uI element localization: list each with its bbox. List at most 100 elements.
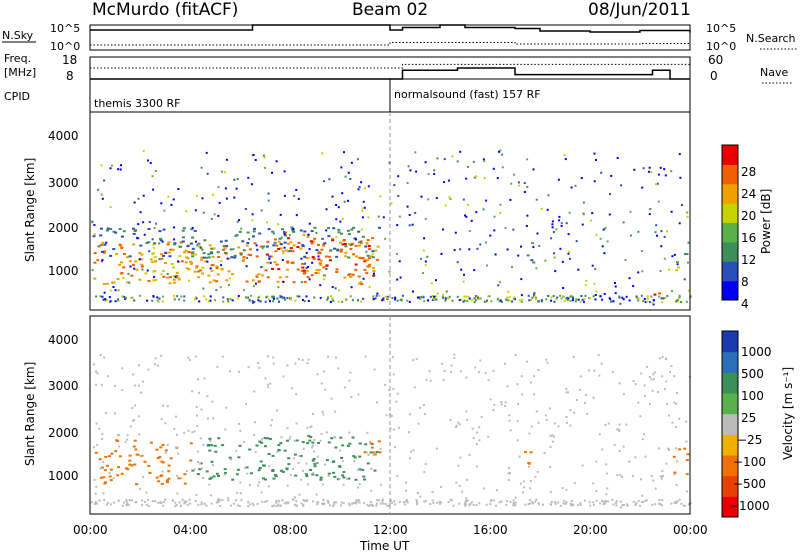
- range-cell: [528, 299, 531, 302]
- range-cell: [105, 464, 109, 467]
- range-cell: [602, 503, 605, 506]
- range-cell: [189, 261, 192, 263]
- range-cell: [567, 297, 570, 300]
- range-cell: [319, 476, 323, 479]
- range-cell: [424, 499, 427, 502]
- range-cell: [468, 297, 471, 300]
- range-cell: [419, 406, 422, 409]
- range-cell: [349, 244, 353, 246]
- range-cell: [187, 251, 191, 253]
- range-cell: [666, 295, 669, 297]
- range-cell: [260, 209, 263, 212]
- range-cell: [573, 411, 576, 414]
- range-cell: [266, 383, 269, 386]
- range-cell: [604, 502, 606, 505]
- range-cell: [514, 504, 517, 507]
- range-cell: [151, 500, 154, 503]
- range-cell: [584, 283, 587, 286]
- range-cell: [652, 373, 655, 376]
- range-cell: [370, 467, 373, 470]
- range-cell: [657, 173, 660, 176]
- range-cell: [428, 370, 431, 373]
- range-cell: [194, 209, 197, 212]
- range-cell: [92, 363, 95, 366]
- range-cell: [143, 460, 147, 463]
- range-cell: [131, 296, 134, 299]
- range-cell: [344, 298, 347, 301]
- range-cell: [559, 294, 562, 297]
- range-cell: [190, 262, 193, 265]
- range-cell: [591, 264, 594, 267]
- range-cell: [547, 194, 550, 197]
- range-cell: [288, 438, 291, 441]
- cpid-panel: CPID themis 3300 RF normalsound (fast) 1…: [4, 79, 691, 112]
- range-cell: [648, 403, 651, 405]
- range-cell: [327, 355, 330, 358]
- range-cell: [460, 268, 463, 271]
- range-cell: [148, 221, 151, 223]
- range-cell: [451, 155, 454, 158]
- range-cell: [648, 213, 651, 216]
- range-cell: [172, 243, 176, 246]
- range-cell: [194, 298, 196, 301]
- range-cell: [120, 272, 124, 274]
- range-cell: [274, 250, 278, 253]
- range-cell: [331, 237, 334, 240]
- cpid-mode-2: normalsound (fast) 157 RF: [394, 88, 541, 101]
- range-cell: [476, 247, 479, 250]
- range-cell: [180, 260, 184, 263]
- range-cell: [112, 286, 115, 288]
- range-cell: [261, 438, 264, 441]
- range-cell: [312, 240, 316, 243]
- range-cell: [371, 253, 374, 256]
- range-cell: [152, 188, 155, 191]
- range-cell: [239, 253, 243, 256]
- range-cell: [238, 219, 241, 222]
- range-cell: [375, 502, 378, 505]
- range-cell: [538, 244, 541, 247]
- range-cell: [648, 301, 651, 303]
- power-cbar-tick-20: 20: [741, 209, 756, 223]
- range-cell: [106, 502, 109, 504]
- range-cell: [649, 208, 652, 210]
- range-cell: [566, 421, 568, 424]
- range-cell: [224, 252, 228, 254]
- colorbar-swatch: [722, 455, 738, 477]
- range-cell: [579, 503, 582, 506]
- range-cell: [574, 300, 577, 303]
- range-cell: [303, 230, 307, 233]
- range-cell: [100, 466, 104, 469]
- range-cell: [674, 501, 676, 504]
- power-ytick-3000: 3000: [48, 176, 79, 190]
- range-cell: [289, 435, 292, 438]
- range-cell: [323, 278, 326, 281]
- range-cell: [348, 243, 352, 246]
- range-cell: [653, 378, 655, 381]
- xtick-0000: 00:00: [73, 523, 108, 537]
- range-cell: [265, 245, 269, 248]
- range-cell: [366, 254, 370, 257]
- range-cell: [431, 499, 434, 502]
- range-cell: [332, 505, 335, 508]
- range-cell: [274, 501, 277, 504]
- range-cell: [183, 299, 186, 302]
- range-cell: [661, 301, 664, 304]
- range-cell: [236, 468, 240, 471]
- range-cell: [138, 433, 141, 436]
- range-cell: [616, 474, 619, 477]
- power-ylabel: Slant Range [km]: [23, 158, 37, 262]
- range-cell: [370, 489, 373, 492]
- colorbar-swatch: [722, 241, 738, 262]
- range-cell: [589, 504, 592, 507]
- range-cell: [535, 298, 537, 301]
- range-cell: [564, 502, 567, 505]
- range-cell: [650, 378, 653, 381]
- range-cell: [195, 240, 197, 243]
- range-cell: [272, 297, 275, 300]
- range-cell: [271, 418, 274, 421]
- power-scatter: [91, 149, 692, 306]
- range-cell: [373, 272, 375, 275]
- range-cell: [678, 294, 681, 297]
- range-cell: [685, 440, 688, 443]
- range-cell: [523, 191, 526, 193]
